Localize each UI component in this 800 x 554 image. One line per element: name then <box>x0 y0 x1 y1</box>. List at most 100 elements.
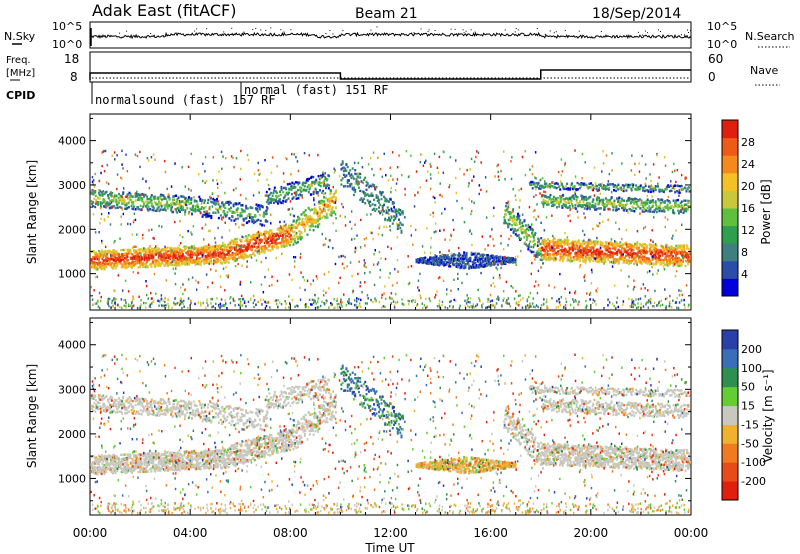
power-cell <box>630 189 633 192</box>
power-cell <box>240 255 243 258</box>
power-cell <box>586 253 589 256</box>
power-cell <box>198 207 200 211</box>
power-cell <box>505 213 508 216</box>
power-cell <box>99 201 102 204</box>
power-cell <box>245 204 248 208</box>
power-cell <box>323 273 326 276</box>
power-cell <box>491 259 494 263</box>
power-cell <box>595 208 597 211</box>
power-cell <box>90 192 93 195</box>
power-cell <box>613 189 615 192</box>
power-cell <box>122 258 125 261</box>
power-cell <box>381 205 384 208</box>
power-cell <box>236 210 239 214</box>
noise-dot <box>342 30 344 32</box>
power-cell <box>192 258 195 262</box>
power-cell <box>181 250 184 253</box>
power-cell <box>614 248 617 251</box>
power-cell <box>583 242 586 245</box>
power-cell <box>139 204 142 207</box>
power-cell <box>191 206 194 210</box>
power-cell <box>478 264 481 267</box>
power-cell <box>490 256 493 259</box>
power-cell <box>398 208 400 211</box>
power-cell <box>577 249 579 252</box>
cpid-annotation-2: normal (fast) 151 RF <box>244 83 389 97</box>
power-cell <box>434 263 437 266</box>
power-cell <box>514 233 517 236</box>
power-cell <box>249 206 252 209</box>
power-cell <box>229 241 232 244</box>
noise-left-tick-bottom: 10^0 <box>52 38 82 51</box>
power-cell <box>628 207 631 211</box>
power-cell <box>569 186 572 189</box>
power-cell <box>105 206 108 209</box>
noise-dot <box>196 28 198 30</box>
power-cell <box>225 256 228 260</box>
power-cell <box>251 245 254 248</box>
power-cell <box>510 212 513 215</box>
power-cell <box>180 242 182 245</box>
power-cell <box>103 200 106 203</box>
power-cell <box>301 236 303 239</box>
power-cell <box>670 256 673 259</box>
power-cell <box>554 252 557 255</box>
power-cell <box>303 223 306 226</box>
power-cell <box>675 199 677 202</box>
power-cell <box>593 252 596 255</box>
power-cell <box>441 263 444 266</box>
power-cell <box>250 218 253 221</box>
power-cell <box>133 205 135 208</box>
power-cell <box>324 184 327 187</box>
power-cell <box>561 245 563 248</box>
power-cell <box>105 252 108 256</box>
power-cell <box>560 240 563 244</box>
power-cell <box>552 257 554 260</box>
power-cell <box>271 241 274 244</box>
power-cell <box>647 289 649 292</box>
power-cell <box>114 253 117 257</box>
power-cell <box>99 265 102 269</box>
power-cell <box>433 256 436 259</box>
power-cell <box>539 258 542 261</box>
power-cell <box>101 193 104 196</box>
power-cell <box>602 198 605 202</box>
power-cell <box>565 185 568 188</box>
power-cell <box>420 257 423 260</box>
power-cell <box>630 249 633 252</box>
power-cell <box>654 188 657 192</box>
power-cell <box>523 220 526 223</box>
power-cell <box>388 218 390 221</box>
power-cell <box>593 243 596 246</box>
power-cell <box>244 217 247 220</box>
power-cell <box>91 176 94 179</box>
power-cell <box>499 256 502 259</box>
power-cell <box>504 205 507 208</box>
power-cell <box>661 209 664 213</box>
power-cell <box>548 253 551 256</box>
power-cell <box>529 292 532 295</box>
power-cell <box>184 185 187 188</box>
power-cell <box>134 261 137 264</box>
power-cell <box>271 194 274 197</box>
power-cell <box>475 264 478 267</box>
power-cell <box>453 257 456 260</box>
power-cell <box>524 229 527 232</box>
power-cell <box>593 250 596 253</box>
power-cell <box>500 261 503 265</box>
power-cell <box>147 197 150 201</box>
power-cell <box>667 251 670 254</box>
power-cell <box>601 245 604 248</box>
power-cell <box>204 199 206 202</box>
power-cell <box>214 250 217 253</box>
power-cell <box>93 191 96 194</box>
power-cell <box>509 218 512 221</box>
power-cell <box>162 248 165 251</box>
power-cell <box>451 254 454 257</box>
power-cell <box>181 259 184 262</box>
power-cell <box>271 283 273 287</box>
power-cell <box>612 251 615 254</box>
power-cell <box>675 248 678 251</box>
power-cell <box>211 201 214 204</box>
power-cell <box>242 236 245 239</box>
